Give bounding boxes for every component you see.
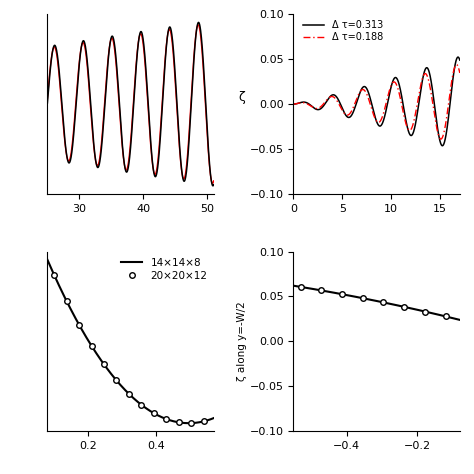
Δ τ=0.313 <box>372 111 377 117</box>
Y-axis label: ζ: ζ <box>238 91 245 104</box>
Δ τ=0.313 <box>452 63 458 68</box>
20×20×12 <box>188 420 194 426</box>
Line: 14×14×8: 14×14×8 <box>47 260 214 423</box>
Δ τ=0.188 <box>372 114 377 120</box>
Line: Δ τ=0.313: Δ τ=0.313 <box>293 57 460 146</box>
Δ τ=0.313 <box>421 69 427 74</box>
14×14×8 <box>125 390 130 395</box>
20×20×12 <box>51 272 57 278</box>
14×14×8 <box>124 389 129 394</box>
20×20×12 <box>76 322 82 328</box>
20×20×12 <box>138 402 144 408</box>
20×20×12 <box>101 362 107 367</box>
20×20×12 <box>126 391 132 397</box>
Δ τ=0.188 <box>367 100 373 106</box>
Δ τ=0.313 <box>299 100 305 105</box>
Δ τ=0.313 <box>439 143 445 148</box>
Δ τ=0.313 <box>367 94 373 100</box>
20×20×12 <box>64 298 70 304</box>
Δ τ=0.313 <box>455 54 461 60</box>
20×20×12 <box>176 419 182 425</box>
14×14×8 <box>211 415 217 421</box>
Δ τ=0.313 <box>452 62 458 68</box>
Δ τ=0.188 <box>291 101 296 107</box>
14×14×8 <box>144 406 149 411</box>
Δ τ=0.188 <box>299 100 305 106</box>
Δ τ=0.188 <box>421 71 427 77</box>
20×20×12 <box>114 377 119 383</box>
Legend: 14×14×8, 20×20×12: 14×14×8, 20×20×12 <box>120 257 209 282</box>
14×14×8 <box>181 420 187 426</box>
Δ τ=0.188 <box>452 64 458 69</box>
Δ τ=0.313 <box>457 57 463 63</box>
Δ τ=0.188 <box>457 70 463 76</box>
Δ τ=0.188 <box>438 136 444 142</box>
Line: 20×20×12: 20×20×12 <box>51 272 206 426</box>
20×20×12 <box>89 343 94 349</box>
Δ τ=0.188 <box>454 62 459 67</box>
14×14×8 <box>186 420 191 426</box>
20×20×12 <box>201 419 206 424</box>
14×14×8 <box>135 399 140 404</box>
Δ τ=0.188 <box>452 64 458 69</box>
20×20×12 <box>164 416 169 422</box>
14×14×8 <box>45 257 50 263</box>
Line: Δ τ=0.188: Δ τ=0.188 <box>293 64 460 139</box>
Δ τ=0.313 <box>291 101 296 107</box>
14×14×8 <box>207 417 213 422</box>
20×20×12 <box>151 410 156 416</box>
Y-axis label: ζ along y=-W/2: ζ along y=-W/2 <box>237 301 247 381</box>
Legend: Δ τ=0.313, Δ τ=0.188: Δ τ=0.313, Δ τ=0.188 <box>301 19 384 43</box>
